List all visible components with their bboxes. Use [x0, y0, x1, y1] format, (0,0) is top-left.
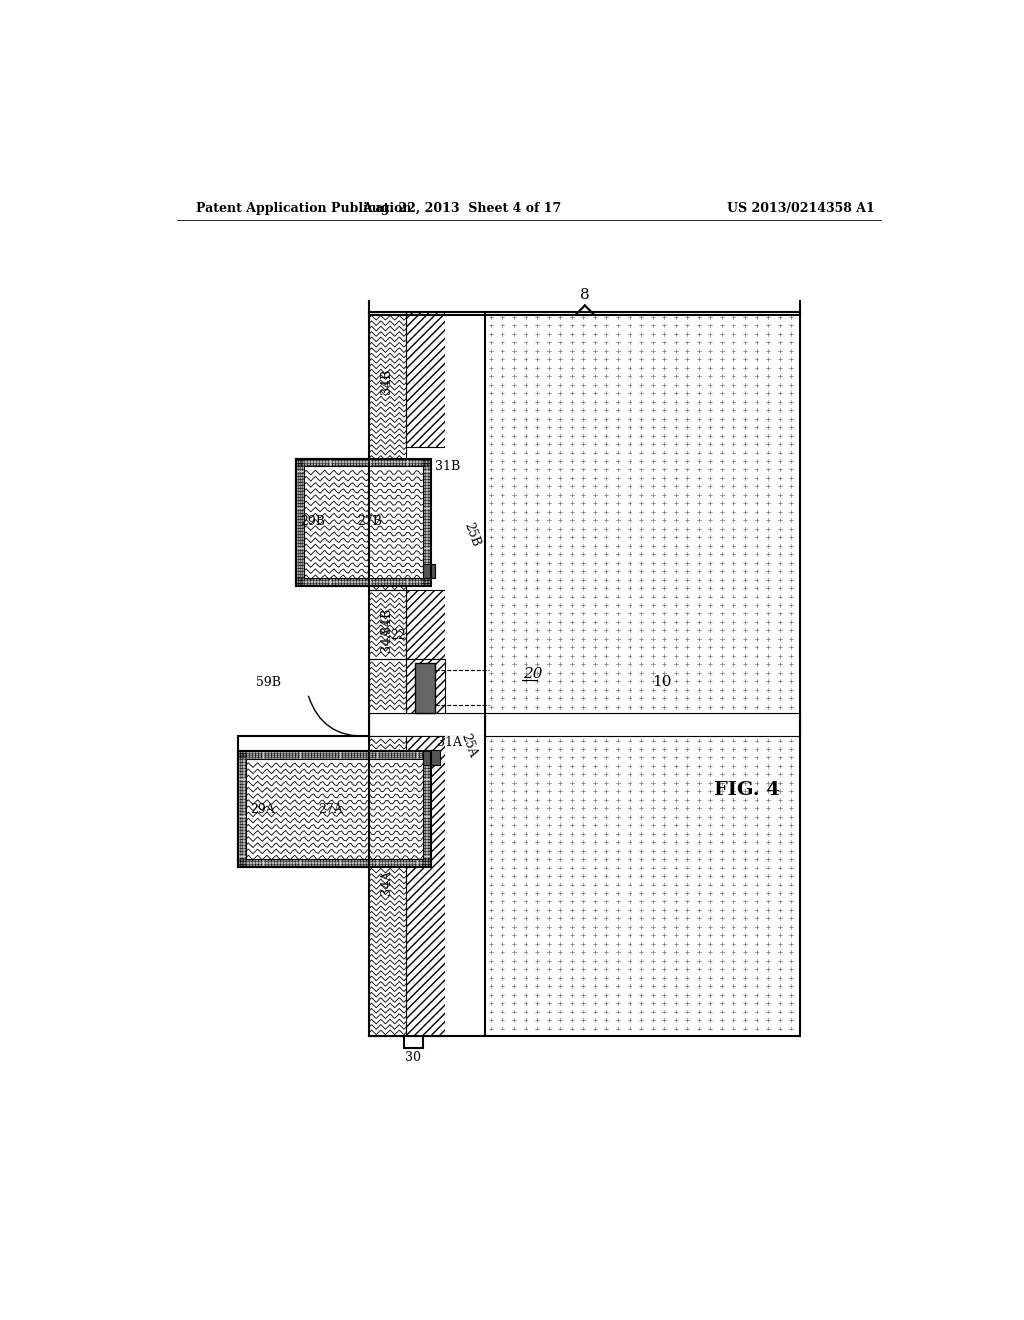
- Bar: [407, 659, 444, 713]
- Text: 30: 30: [406, 1051, 421, 1064]
- Text: 29A: 29A: [251, 803, 275, 816]
- Bar: [423, 750, 440, 766]
- Text: 8: 8: [580, 288, 590, 302]
- Bar: [370, 590, 407, 659]
- Bar: [296, 459, 431, 586]
- Bar: [370, 737, 407, 1036]
- Bar: [370, 313, 407, 590]
- Text: 29B: 29B: [301, 515, 326, 528]
- Text: 20: 20: [523, 668, 543, 681]
- Bar: [304, 466, 423, 578]
- Bar: [370, 737, 407, 1036]
- Bar: [246, 759, 423, 859]
- Bar: [407, 313, 444, 447]
- Text: FIG. 4: FIG. 4: [714, 781, 779, 799]
- Text: 34B: 34B: [381, 370, 393, 395]
- Bar: [484, 313, 801, 1036]
- Text: 31B: 31B: [435, 459, 460, 473]
- Bar: [239, 751, 431, 867]
- Bar: [370, 659, 407, 713]
- Bar: [246, 759, 423, 859]
- Text: 10: 10: [652, 675, 672, 689]
- Text: 25A: 25A: [459, 733, 479, 760]
- Bar: [239, 751, 431, 867]
- Bar: [304, 466, 423, 578]
- Bar: [444, 737, 484, 1036]
- Text: 34A: 34A: [381, 627, 393, 652]
- Text: 31A: 31A: [437, 735, 462, 748]
- Bar: [416, 663, 435, 713]
- Bar: [407, 737, 444, 1036]
- Bar: [444, 313, 484, 447]
- Bar: [370, 659, 407, 713]
- Text: 34A: 34A: [381, 870, 393, 895]
- Bar: [484, 713, 801, 737]
- Bar: [296, 459, 431, 586]
- Bar: [370, 590, 407, 659]
- Text: 34B: 34B: [381, 607, 393, 634]
- Bar: [370, 713, 484, 737]
- Bar: [444, 447, 484, 659]
- Text: 25B: 25B: [462, 520, 482, 548]
- Text: Patent Application Publication: Patent Application Publication: [196, 202, 412, 215]
- Text: 27B: 27B: [356, 515, 382, 528]
- Bar: [304, 466, 423, 578]
- Text: US 2013/0214358 A1: US 2013/0214358 A1: [727, 202, 874, 215]
- Text: 22: 22: [390, 630, 407, 643]
- Bar: [370, 313, 407, 590]
- Text: Aug. 22, 2013  Sheet 4 of 17: Aug. 22, 2013 Sheet 4 of 17: [362, 202, 561, 215]
- Bar: [246, 759, 423, 859]
- Text: 27A: 27A: [318, 803, 343, 816]
- Bar: [407, 590, 444, 659]
- Text: 59B: 59B: [256, 676, 281, 689]
- Bar: [423, 564, 435, 578]
